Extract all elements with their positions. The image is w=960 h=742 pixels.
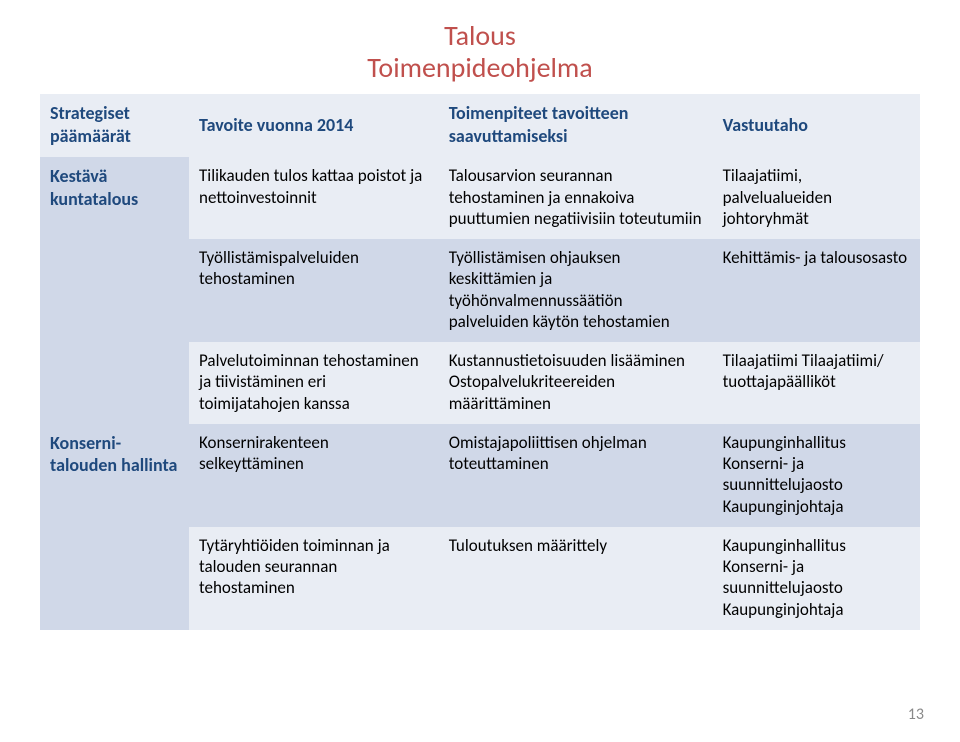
title-line-1: Talous (40, 20, 920, 52)
cell-toimenpide: Kustannustietoisuuden lisääminen Ostopal… (439, 342, 713, 424)
table-row: Tytäryhtiöiden toiminnan ja talouden seu… (40, 527, 920, 630)
cell-toimenpide: Työllistämisen ohjauksen keskittämien ja… (439, 239, 713, 342)
table-row: Palvelutoiminnan tehostaminen ja tiivist… (40, 342, 920, 424)
header-col-3: Toimenpiteet tavoitteen saavuttamiseksi (439, 94, 713, 157)
page-number: 13 (908, 705, 924, 724)
section-empty-cell (40, 239, 189, 342)
header-col-1: Strategiset päämäärät (40, 94, 189, 157)
cell-tavoite: Palvelutoiminnan tehostaminen ja tiivist… (189, 342, 439, 424)
cell-tavoite: Tytäryhtiöiden toiminnan ja talouden seu… (189, 527, 439, 630)
table-row: Konserni-talouden hallinta Konserniraken… (40, 424, 920, 527)
cell-vastuu: Kehittämis- ja talousosasto (713, 239, 920, 342)
cell-toimenpide: Tuloutuksen määrittely (439, 527, 713, 630)
table-row: Työllistämispalveluiden tehostaminen Työ… (40, 239, 920, 342)
section-empty-cell (40, 342, 189, 424)
content-table: Strategiset päämäärät Tavoite vuonna 201… (40, 94, 920, 630)
cell-toimenpide: Omistajapoliittisen ohjelman toteuttamin… (439, 424, 713, 527)
cell-toimenpide: Talousarvion seurannan tehostaminen ja e… (439, 157, 713, 239)
cell-vastuu: Kaupunginhallitus Konserni- ja suunnitte… (713, 527, 920, 630)
slide: Talous Toimenpideohjelma Strategiset pää… (0, 0, 960, 742)
cell-tavoite: Konsernirakenteen selkeyttäminen (189, 424, 439, 527)
section-label-2: Konserni-talouden hallinta (40, 424, 189, 527)
header-col-4: Vastuutaho (713, 94, 920, 157)
cell-tavoite: Työllistämispalveluiden tehostaminen (189, 239, 439, 342)
header-col-2: Tavoite vuonna 2014 (189, 94, 439, 157)
cell-vastuu: Tilaajatiimi Tilaajatiimi/ tuottajapääll… (713, 342, 920, 424)
slide-title: Talous Toimenpideohjelma (40, 20, 920, 84)
cell-vastuu: Kaupunginhallitus Konserni- ja suunnitte… (713, 424, 920, 527)
cell-vastuu: Tilaajatiimi, palvelualueiden johtoryhmä… (713, 157, 920, 239)
table-header-row: Strategiset päämäärät Tavoite vuonna 201… (40, 94, 920, 157)
section-empty-cell (40, 527, 189, 630)
cell-tavoite: Tilikauden tulos kattaa poistot ja netto… (189, 157, 439, 239)
section-label-1: Kestävä kuntatalous (40, 157, 189, 239)
table-row: Kestävä kuntatalous Tilikauden tulos kat… (40, 157, 920, 239)
title-line-2: Toimenpideohjelma (40, 52, 920, 84)
